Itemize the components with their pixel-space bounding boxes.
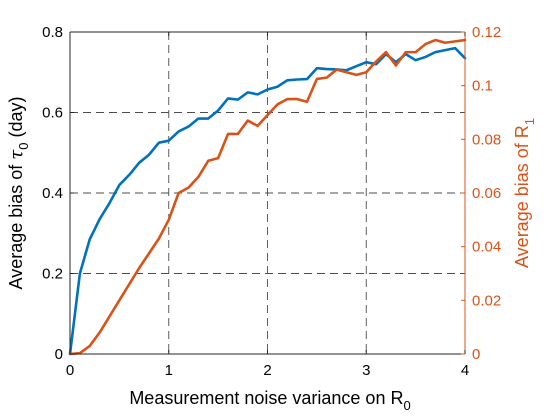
series-layer <box>68 38 467 356</box>
x-tick-label: 0 <box>66 362 74 379</box>
y-right-tick-label: 0.08 <box>472 131 501 148</box>
x-tick-label: 2 <box>263 362 271 379</box>
y-right-tick-label: 0.02 <box>472 292 501 309</box>
y-left-tick-label: 0.6 <box>42 105 63 122</box>
series-line-right <box>68 38 467 356</box>
x-tick-label: 3 <box>362 362 370 379</box>
tick-labels: 0 1 2 3 400.20.40.60.800.020.040.060.080.10.… <box>42 24 501 379</box>
axes <box>69 31 466 355</box>
y-axis-right-label: Average bias of R1 <box>512 118 537 268</box>
y-left-tick-label: 0.8 <box>42 24 63 41</box>
y-left-tick-label: 0 <box>55 346 63 363</box>
y-axis-left-label: Average bias of τ0 (day) <box>6 97 31 290</box>
y-right-tick-label: 0.04 <box>472 239 501 256</box>
y-right-tick-label: 0 <box>472 346 480 363</box>
y-right-tick-label: 0.12 <box>472 24 501 41</box>
y-right-tick-label: 0.1 <box>472 78 493 95</box>
x-tick-label: 4 <box>461 362 469 379</box>
y-left-tick-label: 0.2 <box>42 266 63 283</box>
y-left-tick-label: 0.4 <box>42 185 63 202</box>
y-right-tick-label: 0.06 <box>472 185 501 202</box>
x-axis-label: Measurement noise variance on R0 <box>129 388 410 413</box>
x-tick-label: 1 <box>165 362 173 379</box>
